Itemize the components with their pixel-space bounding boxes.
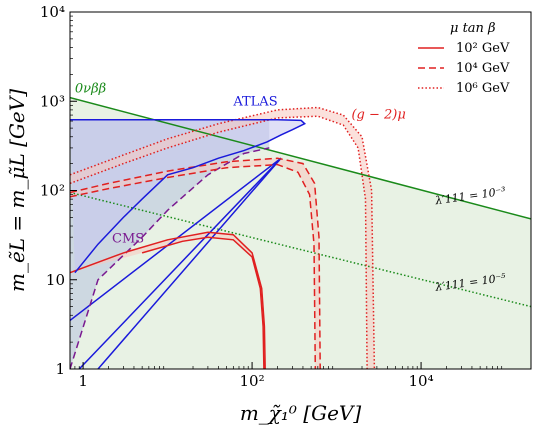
series-atlas_boundary (70, 119, 307, 274)
annotation-1: CMS (112, 232, 144, 247)
series-atlas_mid_line (78, 157, 282, 369)
legend-label-2: 10⁶ GeV (456, 81, 510, 96)
series-atlas_left_line (70, 157, 282, 321)
series-g2_dashed_lower (70, 163, 317, 369)
region-fills (70, 97, 531, 369)
y-tick-label-0: 1 (55, 360, 65, 378)
series-cms_dashed (70, 147, 270, 369)
legend-label-0: 10² GeV (456, 41, 510, 56)
x-tick-label-2: 10⁴ (409, 372, 434, 390)
y-tick-label-1: 10 (46, 271, 65, 289)
y-tick-label-3: 10³ (40, 92, 65, 110)
legend-title: μ tan β (450, 21, 496, 36)
x-tick-label-1: 10² (240, 372, 265, 390)
series-g2_solid_lower (141, 236, 265, 369)
y-axis-label: m_ẽL = m_μ̃L [GeV] (5, 89, 29, 292)
annotation-2: (g − 2)μ (351, 108, 405, 123)
annotation-3: 0νββ (75, 82, 106, 97)
legend-label-1: 10⁴ GeV (456, 61, 510, 76)
y-tick-label-2: 10² (40, 182, 65, 200)
x-tick-label-0: 1 (78, 372, 88, 390)
legend: μ tan β 10² GeV 10⁴ GeV 10⁶ GeV (418, 21, 510, 96)
series-g2_dashed_upper (70, 157, 321, 369)
series-g2_dotted_lower (70, 115, 368, 369)
y-tick-label-4: 10⁴ (40, 3, 65, 21)
series-lambda_1e-3 (70, 191, 531, 308)
axis-labels: m_χ̃₁⁰ [GeV] m_ẽL = m_μ̃L [GeV] (5, 89, 361, 425)
series-g2_solid_upper (70, 231, 266, 369)
annotation-0: ATLAS (232, 94, 277, 109)
series-g2_dotted_upper (70, 106, 376, 369)
axis-ticks: 1 10² 10⁴ 1 10 10² 10³ 10⁴ (40, 3, 532, 390)
series-nubb_line (70, 96, 531, 220)
x-axis-label: m_χ̃₁⁰ [GeV] (240, 401, 362, 425)
series-atlas_right_line (97, 157, 282, 369)
data-curves (70, 96, 531, 369)
